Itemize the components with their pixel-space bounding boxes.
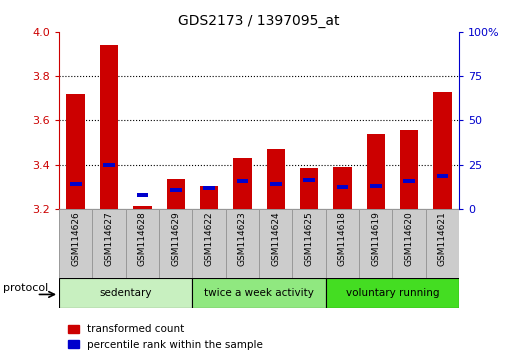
Bar	[233, 158, 251, 209]
Bar	[367, 134, 385, 209]
Text: GSM114622: GSM114622	[205, 211, 213, 266]
Bar	[370, 184, 382, 188]
Bar	[100, 45, 118, 209]
Text: GSM114626: GSM114626	[71, 211, 80, 266]
Bar	[67, 94, 85, 209]
Text: GSM114619: GSM114619	[371, 211, 380, 266]
Bar	[92, 209, 126, 278]
Bar	[303, 178, 315, 182]
Bar	[200, 185, 218, 209]
Text: GSM114624: GSM114624	[271, 211, 280, 266]
Text: protocol: protocol	[3, 284, 48, 293]
Text: GSM114625: GSM114625	[305, 211, 313, 266]
Bar	[133, 206, 151, 209]
Bar	[437, 174, 448, 178]
Bar	[203, 186, 215, 190]
Bar	[192, 278, 326, 308]
Title: GDS2173 / 1397095_at: GDS2173 / 1397095_at	[179, 14, 340, 28]
Bar	[270, 182, 282, 185]
Bar	[236, 179, 248, 183]
Bar	[59, 209, 92, 278]
Bar	[292, 209, 326, 278]
Bar	[136, 193, 148, 197]
Bar	[226, 209, 259, 278]
Bar	[337, 185, 348, 189]
Bar	[326, 278, 459, 308]
Bar	[192, 209, 226, 278]
Legend: transformed count, percentile rank within the sample: transformed count, percentile rank withi…	[64, 320, 267, 354]
Bar	[159, 209, 192, 278]
Text: GSM114621: GSM114621	[438, 211, 447, 266]
Bar	[359, 209, 392, 278]
Text: GSM114628: GSM114628	[138, 211, 147, 266]
Text: voluntary running: voluntary running	[346, 288, 439, 298]
Text: GSM114618: GSM114618	[338, 211, 347, 266]
Bar	[59, 278, 192, 308]
Bar	[103, 163, 115, 167]
Bar	[267, 149, 285, 209]
Bar	[170, 188, 182, 192]
Text: twice a week activity: twice a week activity	[204, 288, 314, 298]
Text: GSM114620: GSM114620	[405, 211, 413, 266]
Bar	[126, 209, 159, 278]
Bar	[326, 209, 359, 278]
Bar	[433, 92, 451, 209]
Bar	[400, 130, 418, 209]
Bar	[259, 209, 292, 278]
Bar	[70, 182, 82, 185]
Text: sedentary: sedentary	[100, 288, 152, 298]
Text: GSM114623: GSM114623	[238, 211, 247, 266]
Text: GSM114629: GSM114629	[171, 211, 180, 266]
Bar	[392, 209, 426, 278]
Bar	[300, 168, 318, 209]
Bar	[426, 209, 459, 278]
Bar	[167, 179, 185, 209]
Text: GSM114627: GSM114627	[105, 211, 113, 266]
Bar	[333, 167, 351, 209]
Bar	[403, 179, 415, 183]
